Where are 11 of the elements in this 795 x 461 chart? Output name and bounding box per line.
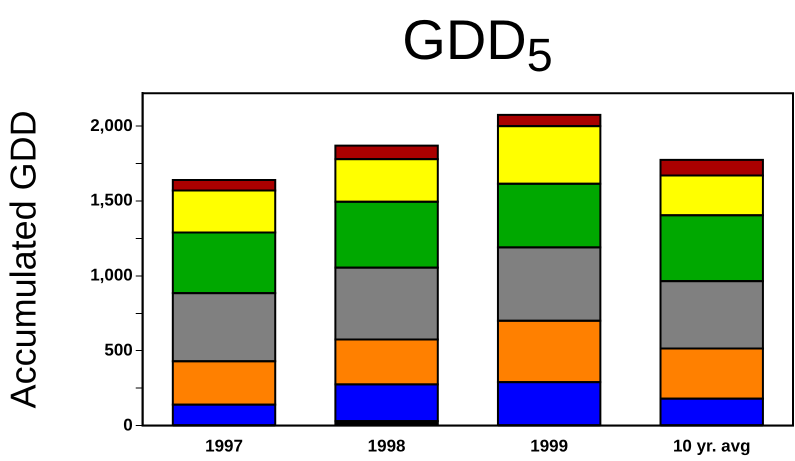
y-tick-label: 1,000: [90, 266, 133, 285]
x-tick-label: 1999: [530, 436, 568, 456]
x-tick-label: 10 yr. avg: [672, 436, 750, 456]
y-axis-title: Accumulated GDD: [2, 110, 44, 408]
y-tick-label: 2,000: [90, 116, 133, 135]
y-tick-label: 0: [123, 415, 133, 434]
chart-title: GDD$_{5}$: [401, 7, 554, 84]
y-tick-label: 500: [104, 340, 133, 360]
y-tick-label: 1,500: [90, 190, 133, 210]
x-tick-label: 1998: [368, 436, 406, 456]
x-tick-label: 1997: [205, 436, 243, 456]
